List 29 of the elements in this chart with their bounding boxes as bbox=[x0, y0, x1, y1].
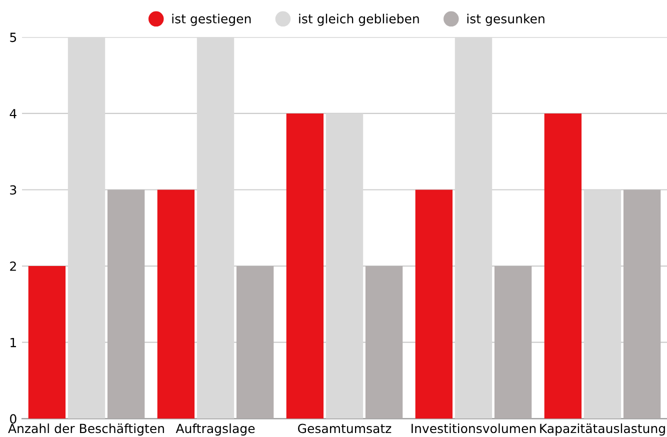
x-tick-label: Kapazitätauslastung bbox=[540, 424, 665, 436]
legend-label: ist gesunken bbox=[467, 14, 544, 26]
bar bbox=[236, 266, 274, 419]
bar bbox=[544, 113, 582, 419]
bar bbox=[454, 37, 492, 419]
x-tick-label: Investitionsvolumen bbox=[412, 424, 536, 434]
x-tick-label: Anzahl der Beschäftigten bbox=[8, 424, 164, 436]
bar bbox=[365, 266, 403, 419]
bar bbox=[68, 37, 106, 419]
bar bbox=[157, 190, 195, 419]
y-tick-label: 3 bbox=[10, 185, 16, 195]
y-tick-label: 0 bbox=[10, 414, 16, 424]
bar bbox=[286, 113, 324, 419]
x-tick-label: Auftragslage bbox=[176, 424, 255, 436]
bar bbox=[28, 266, 66, 419]
bar bbox=[196, 37, 234, 419]
bar bbox=[326, 113, 364, 419]
bar bbox=[494, 266, 532, 419]
y-tick-label: 1 bbox=[10, 338, 16, 348]
bar bbox=[584, 190, 622, 419]
y-tick-label: 4 bbox=[10, 109, 16, 118]
y-tick-label: 2 bbox=[10, 262, 16, 271]
bar bbox=[107, 190, 145, 419]
bar bbox=[415, 190, 453, 419]
legend-label: ist gleich geblieben bbox=[299, 14, 419, 26]
bar bbox=[623, 190, 661, 419]
y-tick-label: 5 bbox=[10, 32, 16, 42]
x-tick-label: Gesamtumsatz bbox=[298, 424, 392, 434]
legend-label: ist gestiegen bbox=[172, 14, 251, 26]
